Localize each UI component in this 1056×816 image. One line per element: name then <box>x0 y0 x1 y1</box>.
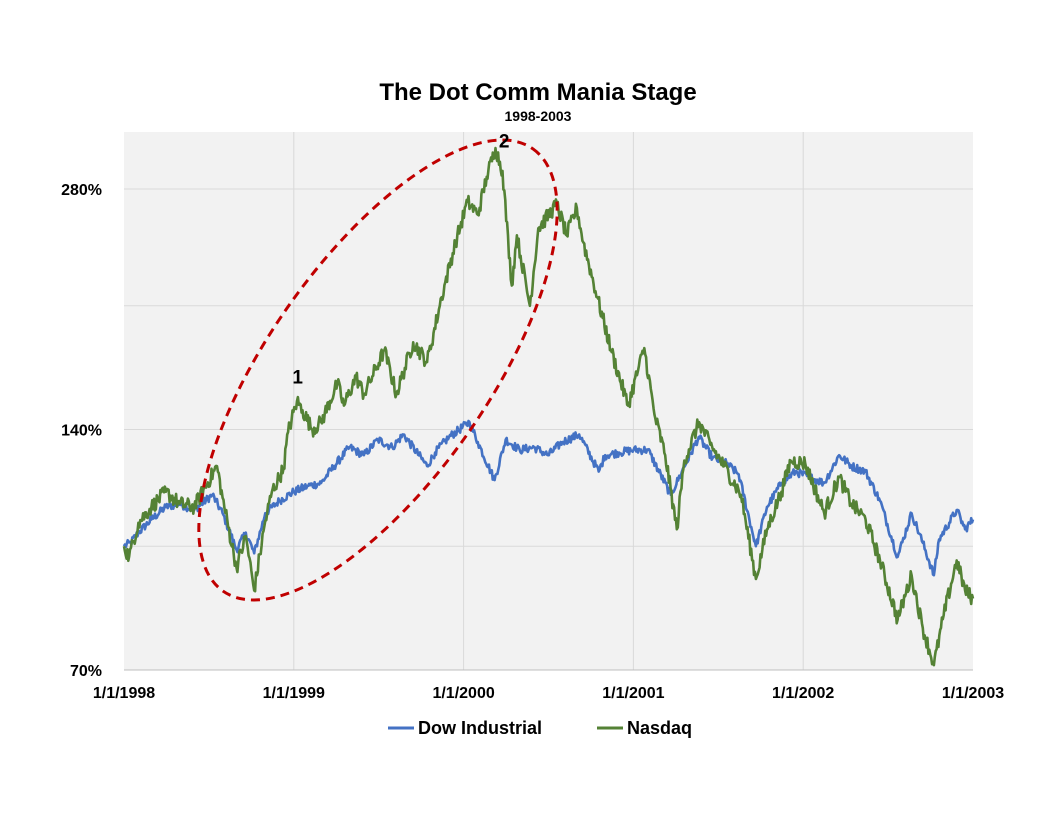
y-tick-label: 280% <box>61 182 102 199</box>
y-tick-label: 140% <box>61 423 102 440</box>
x-tick-label: 1/1/1999 <box>263 685 325 702</box>
x-tick-label: 1/1/2002 <box>772 685 834 702</box>
legend: Dow Industrial Nasdaq <box>388 718 692 738</box>
x-tick-label: 1/1/2000 <box>432 685 494 702</box>
chart-subtitle: 1998-2003 <box>505 108 572 124</box>
highlight-ellipse <box>197 138 559 602</box>
series-line-nasdaq <box>122 146 975 667</box>
legend-label-dow: Dow Industrial <box>418 718 542 738</box>
series-line-dow-industrial <box>122 419 975 577</box>
annotation-label: 1 <box>292 368 303 389</box>
legend-label-nasdaq: Nasdaq <box>627 718 692 738</box>
y-tick-label: 70% <box>70 663 102 680</box>
annotations: 12 <box>292 132 509 389</box>
x-tick-label: 1/1/2003 <box>942 685 1004 702</box>
plot-area <box>124 132 973 670</box>
x-tick-label: 1/1/2001 <box>602 685 664 702</box>
chart-title: The Dot Comm Mania Stage <box>379 79 696 106</box>
x-tick-label: 1/1/1998 <box>93 685 155 702</box>
gridlines <box>124 132 973 671</box>
axis-ticks: 1/1/1998 1/1/1999 1/1/2000 1/1/2001 1/1/2002… <box>61 182 1004 702</box>
series-lines <box>122 146 975 667</box>
annotation-label: 2 <box>499 132 510 153</box>
